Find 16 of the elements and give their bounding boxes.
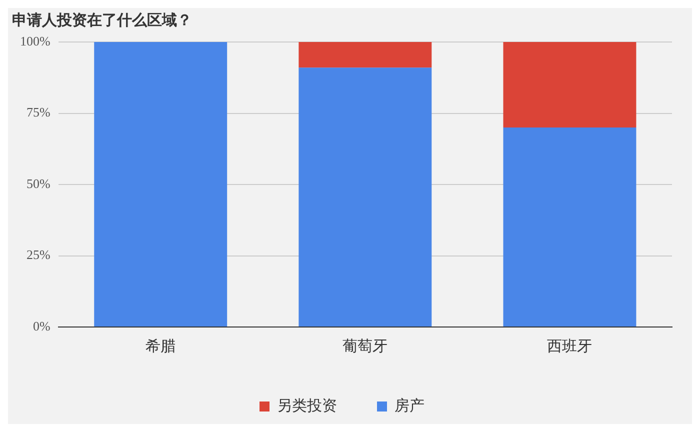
y-tick-label: 100% xyxy=(20,33,50,48)
y-tick-label: 0% xyxy=(32,318,50,334)
x-tick-label: 葡萄牙 xyxy=(342,336,388,355)
bar xyxy=(94,42,228,326)
y-tick-label: 50% xyxy=(26,176,50,191)
bar xyxy=(503,42,636,128)
bar xyxy=(503,128,636,326)
legend-label: 另类投资 xyxy=(277,396,337,414)
x-tick-label: 希腊 xyxy=(146,336,176,355)
y-tick-label: 75% xyxy=(26,104,50,120)
chart-title: 申请人投资在了什么区域？ xyxy=(12,10,192,29)
legend-label: 房产 xyxy=(394,396,424,414)
bar xyxy=(298,68,432,326)
y-tick-label: 25% xyxy=(26,247,50,262)
bar xyxy=(298,42,432,68)
x-tick-label: 西班牙 xyxy=(547,336,592,355)
